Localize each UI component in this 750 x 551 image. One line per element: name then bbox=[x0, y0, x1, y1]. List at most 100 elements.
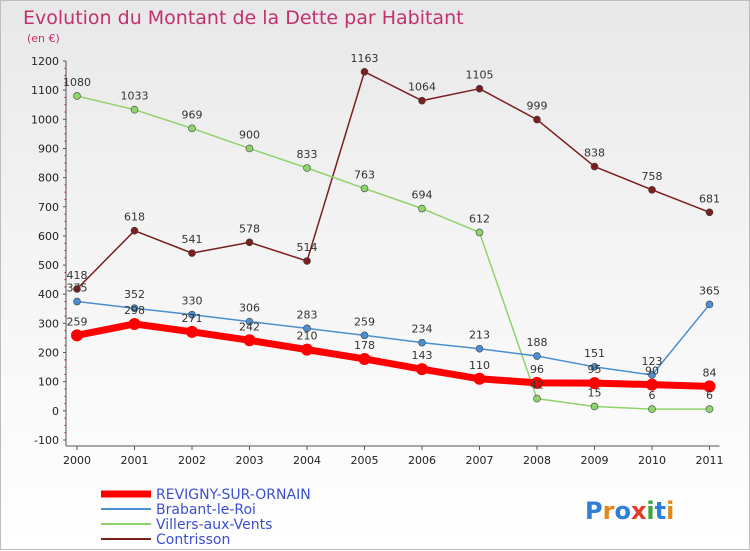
data-point bbox=[646, 378, 658, 391]
data-label: 259 bbox=[354, 315, 375, 328]
data-point bbox=[303, 324, 311, 333]
x-tick-label: 2009 bbox=[581, 454, 609, 467]
legend: REVIGNY-SUR-ORNAINBrabant-le-RoiVillers-… bbox=[101, 487, 311, 548]
data-point bbox=[533, 352, 541, 360]
data-point bbox=[531, 376, 543, 389]
data-point bbox=[360, 184, 369, 193]
x-tick-label: 2008 bbox=[523, 454, 551, 467]
data-label: 178 bbox=[354, 339, 375, 352]
data-label: 298 bbox=[124, 304, 145, 317]
data-point bbox=[360, 331, 369, 340]
x-tick-label: 2010 bbox=[638, 454, 666, 467]
data-point bbox=[418, 204, 426, 213]
y-tick-label: 1100 bbox=[31, 84, 59, 97]
data-point bbox=[188, 249, 196, 257]
legend-label: Villers-aux-Vents bbox=[156, 517, 272, 533]
y-tick-label: 900 bbox=[38, 142, 59, 155]
y-tick-label: 200 bbox=[38, 347, 59, 360]
data-label: 1163 bbox=[351, 52, 379, 65]
x-tick-label: 2006 bbox=[408, 454, 436, 467]
data-label: 306 bbox=[239, 302, 260, 315]
logo-letter: o bbox=[614, 497, 631, 525]
data-label: 96 bbox=[530, 363, 544, 376]
data-label: 352 bbox=[124, 288, 145, 301]
data-label: 418 bbox=[67, 269, 88, 282]
data-label: 1064 bbox=[408, 81, 436, 94]
data-point bbox=[590, 363, 599, 371]
x-tick-label: 2005 bbox=[351, 454, 379, 467]
data-label: 612 bbox=[469, 212, 490, 225]
data-point bbox=[73, 285, 81, 293]
data-label: 188 bbox=[527, 336, 548, 349]
data-label: 234 bbox=[412, 323, 433, 336]
data-label: 213 bbox=[469, 329, 490, 342]
data-point bbox=[705, 405, 714, 413]
x-tick-label: 2003 bbox=[236, 454, 264, 467]
data-label: 618 bbox=[124, 211, 145, 224]
data-label: 151 bbox=[584, 347, 605, 360]
data-point bbox=[303, 257, 311, 265]
data-point bbox=[128, 317, 141, 330]
data-label: 42 bbox=[530, 379, 544, 392]
data-point bbox=[73, 297, 81, 306]
data-point bbox=[301, 343, 313, 356]
data-label: 210 bbox=[297, 330, 318, 343]
data-point bbox=[245, 144, 254, 153]
data-point bbox=[245, 317, 254, 326]
data-point bbox=[71, 329, 83, 342]
y-tick-label: 800 bbox=[38, 172, 59, 185]
data-label: 6 bbox=[706, 389, 713, 402]
data-label: 514 bbox=[297, 241, 318, 254]
y-tick-label: 300 bbox=[38, 317, 59, 330]
data-label: 758 bbox=[642, 170, 663, 183]
data-label: 1105 bbox=[466, 69, 494, 82]
data-label: 259 bbox=[67, 315, 88, 328]
series-line bbox=[76, 95, 711, 410]
series-line bbox=[76, 71, 711, 290]
data-point bbox=[188, 310, 196, 319]
legend-label: Contrisson bbox=[156, 532, 230, 548]
data-point bbox=[418, 338, 426, 347]
y-tick-label: 0 bbox=[52, 405, 59, 418]
data-label: 681 bbox=[699, 192, 720, 205]
data-label: 242 bbox=[239, 320, 260, 333]
data-label: 110 bbox=[469, 359, 490, 372]
logo-letter: P bbox=[585, 497, 603, 525]
series-layer bbox=[71, 67, 716, 413]
data-label: 1080 bbox=[63, 76, 91, 89]
data-point bbox=[360, 67, 369, 76]
data-point bbox=[533, 115, 541, 124]
data-label: 838 bbox=[584, 147, 605, 160]
data-label: 1033 bbox=[121, 90, 149, 103]
data-label: 123 bbox=[642, 355, 663, 368]
logo-letter: i bbox=[646, 497, 654, 525]
data-label: 900 bbox=[239, 128, 260, 141]
y-tick-label: -100 bbox=[34, 434, 59, 447]
data-label: 283 bbox=[297, 308, 318, 321]
data-point bbox=[130, 304, 139, 313]
x-tick-label: 2007 bbox=[466, 454, 494, 467]
y-tick-label: 100 bbox=[38, 376, 59, 389]
data-label: 578 bbox=[239, 222, 260, 235]
data-point bbox=[73, 92, 81, 100]
data-label: 999 bbox=[527, 100, 548, 113]
logo-text: Proxiti bbox=[585, 497, 674, 525]
data-point bbox=[186, 325, 198, 338]
data-label: 833 bbox=[297, 148, 318, 161]
data-label: 969 bbox=[182, 108, 203, 121]
data-label: 271 bbox=[182, 312, 203, 325]
data-point bbox=[188, 124, 196, 133]
y-tick-label: 600 bbox=[38, 230, 59, 243]
data-point bbox=[475, 84, 484, 93]
data-label: 143 bbox=[412, 349, 433, 362]
data-point bbox=[416, 363, 428, 376]
data-label: 95 bbox=[588, 363, 602, 376]
y-tick-label: 400 bbox=[38, 288, 59, 301]
legend-label: Brabant-le-Roi bbox=[156, 502, 256, 518]
series-line bbox=[76, 300, 711, 376]
data-point bbox=[648, 186, 656, 194]
chart-subtitle: (en €) bbox=[27, 32, 60, 45]
data-point bbox=[533, 394, 541, 403]
